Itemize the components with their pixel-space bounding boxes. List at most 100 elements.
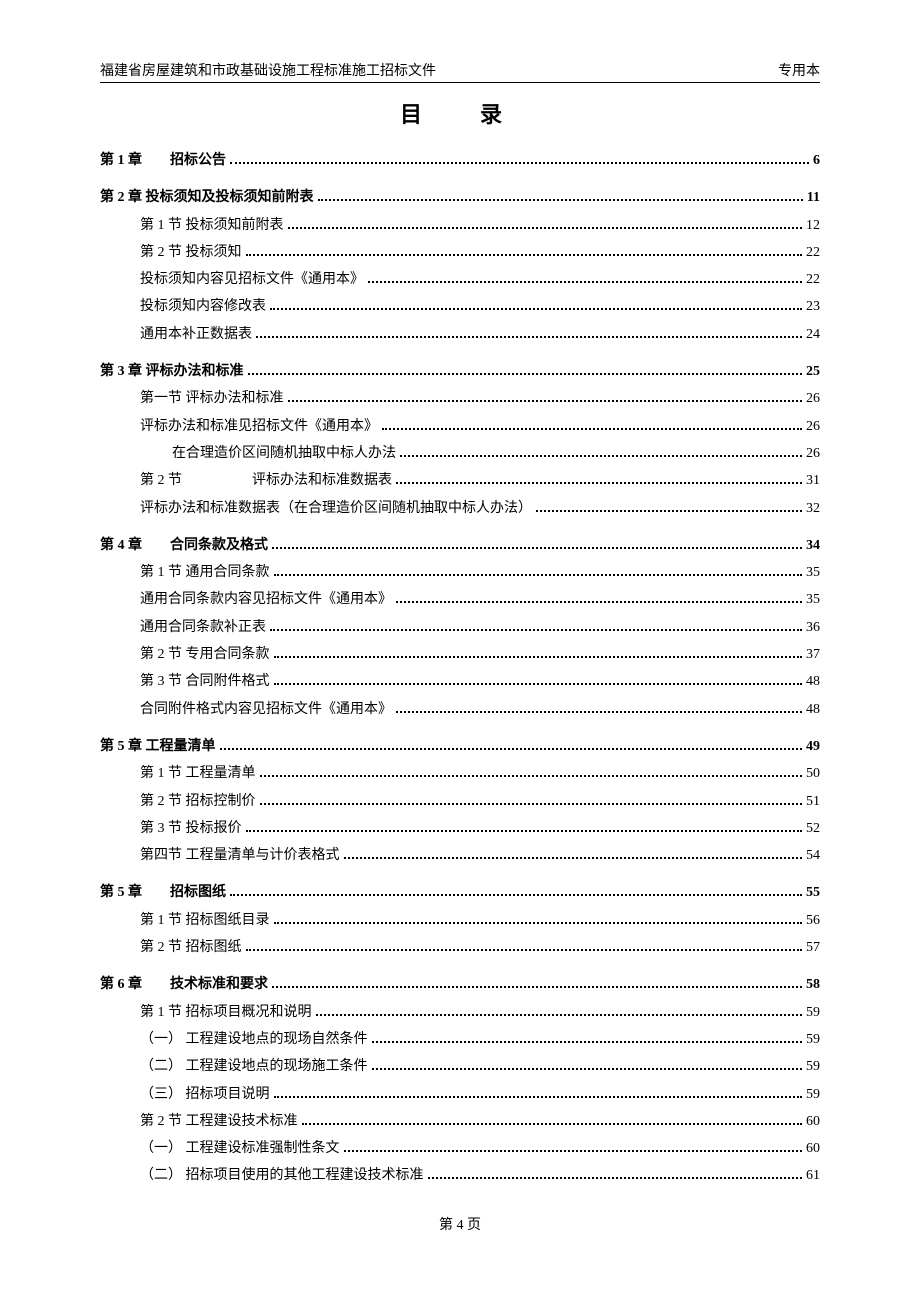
toc-entry-label: 第 1 章 招标公告: [100, 147, 226, 174]
toc-entry-page: 25: [806, 358, 820, 385]
toc-leader-dots: [272, 979, 802, 989]
toc-entry: 第 2 节 工程建设技术标准 60: [100, 1108, 820, 1135]
toc-leader-dots: [396, 703, 802, 713]
toc-entry-label: （三） 招标项目说明: [140, 1081, 270, 1108]
toc-entry-label: 评标办法和标准数据表（在合理造价区间随机抽取中标人办法）: [140, 495, 532, 522]
toc-entry: 投标须知内容见招标文件《通用本》22: [100, 266, 820, 293]
toc-entry: 第 5 章 招标图纸55: [100, 879, 820, 906]
toc-entry-page: 31: [806, 467, 820, 494]
toc-entry: 第 2 节 招标控制价51: [100, 788, 820, 815]
toc-entry-label: 第 2 节 招标控制价: [140, 788, 256, 815]
toc-entry: 评标办法和标准见招标文件《通用本》26: [100, 413, 820, 440]
toc-entry-page: 59: [806, 1053, 820, 1080]
toc-entry-label: 评标办法和标准见招标文件《通用本》: [140, 413, 378, 440]
toc-entry-page: 60: [806, 1108, 820, 1135]
toc-entry-label: 通用合同条款补正表: [140, 614, 266, 641]
header-right: 专用本: [778, 60, 820, 80]
toc-entry-label: 在合理造价区间随机抽取中标人办法: [172, 440, 396, 467]
toc-leader-dots: [260, 795, 803, 805]
toc-entry: （二） 工程建设地点的现场施工条件 59: [100, 1053, 820, 1080]
toc-entry-label: 第 2 节 评标办法和标准数据表: [140, 467, 392, 494]
toc-entry-label: （二） 招标项目使用的其他工程建设技术标准: [140, 1162, 424, 1189]
toc-entry: 第 3 节 投标报价52: [100, 815, 820, 842]
toc-entry-page: 54: [806, 842, 820, 869]
toc-entry: （三） 招标项目说明59: [100, 1081, 820, 1108]
toc-entry-label: （一） 工程建设标准强制性条文: [140, 1135, 340, 1162]
toc-entry-label: 合同附件格式内容见招标文件《通用本》: [140, 696, 392, 723]
toc-entry: 通用合同条款补正表 36: [100, 614, 820, 641]
toc-entry-page: 60: [806, 1135, 820, 1162]
toc-entry-page: 34: [806, 532, 820, 559]
toc-leader-dots: [246, 941, 803, 951]
page-header: 福建省房屋建筑和市政基础设施工程标准施工招标文件 专用本: [100, 60, 820, 83]
toc-entry: 第 3 章 评标办法和标准25: [100, 358, 820, 385]
toc-entry-page: 61: [806, 1162, 820, 1189]
toc-entry-label: 第 1 节 工程量清单: [140, 760, 256, 787]
page-title: 目 录: [100, 97, 820, 129]
toc-entry: 通用合同条款内容见招标文件《通用本》35: [100, 586, 820, 613]
toc-entry: 第 3 节 合同附件格式 48: [100, 668, 820, 695]
toc-entry: 第 2 节 招标图纸57: [100, 934, 820, 961]
toc-entry-label: 第 1 节 招标项目概况和说明: [140, 999, 312, 1026]
toc-entry-page: 24: [806, 321, 820, 348]
toc-leader-dots: [368, 273, 802, 283]
toc-entry-label: （一） 工程建设地点的现场自然条件: [140, 1026, 368, 1053]
toc-entry-page: 37: [806, 641, 820, 668]
toc-leader-dots: [274, 566, 803, 576]
toc-leader-dots: [318, 192, 803, 202]
toc-entry-page: 32: [806, 495, 820, 522]
toc-entry-label: 第 1 节 通用合同条款: [140, 559, 270, 586]
toc-entry-page: 35: [806, 586, 820, 613]
toc-entry-label: 第 2 节 工程建设技术标准: [140, 1108, 298, 1135]
toc-entry-page: 58: [806, 971, 820, 998]
toc-entry: （一） 工程建设地点的现场自然条件59: [100, 1026, 820, 1053]
toc-leader-dots: [272, 539, 802, 549]
toc-entry-page: 55: [806, 879, 820, 906]
toc-entry-label: 投标须知内容见招标文件《通用本》: [140, 266, 364, 293]
toc-leader-dots: [316, 1006, 803, 1016]
toc-entry-label: 第 2 节 专用合同条款: [140, 641, 270, 668]
toc-entry: 第 2 节 评标办法和标准数据表 31: [100, 467, 820, 494]
header-left: 福建省房屋建筑和市政基础设施工程标准施工招标文件: [100, 60, 436, 80]
toc-entry-label: 第 2 节 招标图纸: [140, 934, 242, 961]
toc-leader-dots: [372, 1060, 803, 1070]
toc-entry-label: 第 1 节 投标须知前附表: [140, 212, 284, 239]
toc-entry: 第 4 章 合同条款及格式34: [100, 532, 820, 559]
toc-leader-dots: [274, 1088, 803, 1098]
toc-entry: 第 2 节 投标须知22: [100, 239, 820, 266]
toc-entry-page: 11: [807, 184, 820, 211]
toc-entry: 第 1 章 招标公告 6: [100, 147, 820, 174]
toc-entry-page: 36: [806, 614, 820, 641]
toc-leader-dots: [260, 767, 803, 777]
toc-entry: 投标须知内容修改表23: [100, 293, 820, 320]
toc-entry-page: 35: [806, 559, 820, 586]
toc-entry: （二） 招标项目使用的其他工程建设技术标准 61: [100, 1162, 820, 1189]
toc-entry-label: 第 1 节 招标图纸目录: [140, 907, 270, 934]
toc-entry-label: 第 2 章 投标须知及投标须知前附表: [100, 184, 314, 211]
toc-entry-label: 第 6 章 技术标准和要求: [100, 971, 268, 998]
toc-entry-page: 6: [813, 147, 820, 174]
toc-entry: 在合理造价区间随机抽取中标人办法26: [100, 440, 820, 467]
toc-entry-page: 22: [806, 239, 820, 266]
toc-entry: 第 2 节 专用合同条款 37: [100, 641, 820, 668]
toc-entry: 通用本补正数据表24: [100, 321, 820, 348]
toc-entry-page: 48: [806, 668, 820, 695]
toc-entry-page: 56: [806, 907, 820, 934]
toc-leader-dots: [302, 1115, 803, 1125]
toc-entry-page: 12: [806, 212, 820, 239]
toc-entry: 第 5 章 工程量清单49: [100, 733, 820, 760]
toc-entry-label: （二） 工程建设地点的现场施工条件: [140, 1053, 368, 1080]
toc-leader-dots: [344, 849, 803, 859]
toc-leader-dots: [230, 154, 809, 164]
toc-entry-label: 第四节 工程量清单与计价表格式: [140, 842, 340, 869]
toc-entry: （一） 工程建设标准强制性条文 60: [100, 1135, 820, 1162]
toc-entry-label: 第 3 节 合同附件格式: [140, 668, 270, 695]
toc-entry-page: 23: [806, 293, 820, 320]
toc-leader-dots: [288, 219, 803, 229]
toc-leader-dots: [382, 420, 802, 430]
toc-entry-label: 第 3 节 投标报价: [140, 815, 242, 842]
toc-entry: 第 2 章 投标须知及投标须知前附表 11: [100, 184, 820, 211]
toc-entry: 第四节 工程量清单与计价表格式 54: [100, 842, 820, 869]
toc-entry-page: 50: [806, 760, 820, 787]
toc-entry: 第一节 评标办法和标准26: [100, 385, 820, 412]
